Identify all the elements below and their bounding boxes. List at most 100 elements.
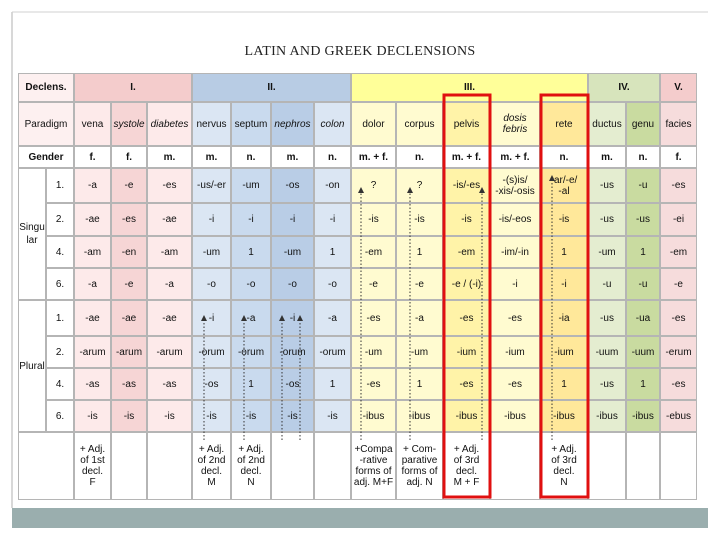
ending: -erum <box>660 336 697 368</box>
ending: -orum <box>192 336 231 368</box>
declension-group: I. <box>74 73 192 102</box>
header-cell: Declens. <box>18 73 74 102</box>
number-label: Singular <box>18 168 46 300</box>
ending: -um <box>396 336 443 368</box>
gender: f. <box>74 146 111 168</box>
ending: -os <box>192 368 231 400</box>
case-label: 1. <box>46 300 74 336</box>
ending: -es <box>660 300 697 336</box>
gender: n. <box>314 146 351 168</box>
ending: -on <box>314 168 351 203</box>
ending: -ibus <box>540 400 588 432</box>
case-label: 4. <box>46 236 74 268</box>
ending: -i <box>271 203 314 236</box>
ending: -ibus <box>490 400 540 432</box>
ending: -a <box>74 268 111 300</box>
ending: -es <box>490 300 540 336</box>
declension-group: III. <box>351 73 588 102</box>
case-label: 6. <box>46 400 74 432</box>
ending: -a <box>147 268 192 300</box>
ending: -arum <box>111 336 147 368</box>
note-cell: + Adj. of 3rd decl. M + F <box>443 432 490 500</box>
ending: -us <box>626 203 660 236</box>
note-cell: +Compa -rative forms of adj. M+F <box>351 432 396 500</box>
paradigm: diabetes <box>147 102 192 146</box>
ending: -es <box>443 368 490 400</box>
paradigm: corpus <box>396 102 443 146</box>
note-cell: + Com- parative forms of adj. N <box>396 432 443 500</box>
ending: -e <box>660 268 697 300</box>
case-label: 2. <box>46 203 74 236</box>
ending: -um <box>231 168 271 203</box>
ending: -um <box>271 236 314 268</box>
paradigm: colon <box>314 102 351 146</box>
gender: m. <box>271 146 314 168</box>
ending: -ae <box>147 203 192 236</box>
ending: -is <box>271 400 314 432</box>
ending: -a <box>231 300 271 336</box>
ending: -e <box>396 268 443 300</box>
header-cell: Gender <box>18 146 74 168</box>
note-cell: + Adj. of 2nd decl. N <box>231 432 271 500</box>
gender: m. + f. <box>351 146 396 168</box>
footer-bar <box>12 508 708 528</box>
ending: 1 <box>314 236 351 268</box>
ending: -orum <box>314 336 351 368</box>
paradigm: nephros <box>271 102 314 146</box>
ending: 1 <box>626 368 660 400</box>
ending: -is/-es <box>443 168 490 203</box>
ending: -is <box>396 203 443 236</box>
note-cell <box>660 432 697 500</box>
ending: -e / (-i) <box>443 268 490 300</box>
paradigm: dolor <box>351 102 396 146</box>
ending: -es <box>351 368 396 400</box>
ending: -ibus <box>443 400 490 432</box>
gender: n. <box>626 146 660 168</box>
ending: -ua <box>626 300 660 336</box>
ending: -es <box>490 368 540 400</box>
declension-group: V. <box>660 73 697 102</box>
ending: -arum <box>147 336 192 368</box>
ending: -is <box>351 203 396 236</box>
ending: -ebus <box>660 400 697 432</box>
ending: -ium <box>443 336 490 368</box>
ending: -i <box>540 268 588 300</box>
note-cell <box>271 432 314 500</box>
gender: m. <box>588 146 626 168</box>
ending: -is <box>314 400 351 432</box>
ending: 1 <box>314 368 351 400</box>
ending: 1 <box>540 236 588 268</box>
ending: -as <box>111 368 147 400</box>
gender: m. + f. <box>490 146 540 168</box>
declension-group: IV. <box>588 73 660 102</box>
paradigm: facies <box>660 102 697 146</box>
ending: 1 <box>626 236 660 268</box>
ending: -i <box>490 268 540 300</box>
paradigm: nervus <box>192 102 231 146</box>
ending: -arum <box>74 336 111 368</box>
ending: -is <box>74 400 111 432</box>
ending: -ae <box>111 300 147 336</box>
ending: ? <box>396 168 443 203</box>
ending: -e <box>111 268 147 300</box>
number-label: Plural <box>18 300 46 432</box>
note-cell <box>314 432 351 500</box>
paradigm: ductus <box>588 102 626 146</box>
ending: -ia <box>540 300 588 336</box>
ending: -o <box>314 268 351 300</box>
note-cell <box>626 432 660 500</box>
ending: -us <box>588 203 626 236</box>
ending: 1 <box>396 236 443 268</box>
ending: -is <box>540 203 588 236</box>
note-cell <box>588 432 626 500</box>
note-cell: + Adj. of 2nd decl. M <box>192 432 231 500</box>
ending: -ae <box>147 300 192 336</box>
case-label: 4. <box>46 368 74 400</box>
ending: -o <box>231 268 271 300</box>
ending: -is <box>111 400 147 432</box>
ending: -i <box>231 203 271 236</box>
paradigm: rete <box>540 102 588 146</box>
